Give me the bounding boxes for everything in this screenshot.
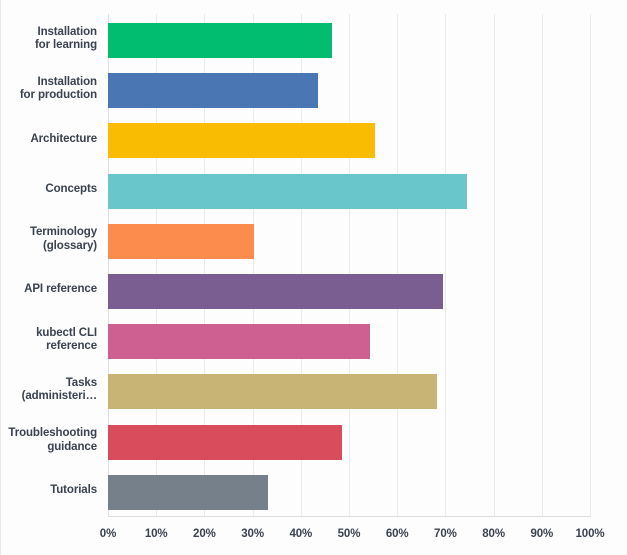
x-tick-label: 0% [99, 528, 117, 540]
category-label: API reference [24, 283, 97, 296]
gridline-50pct [349, 14, 350, 516]
bar[interactable] [108, 424, 342, 460]
category-label: Architecture [30, 132, 97, 145]
bar[interactable] [108, 73, 318, 109]
bar-row [108, 215, 590, 265]
x-tick-label: 50% [337, 528, 361, 540]
x-axis-line [108, 516, 591, 517]
x-tick-label: 100% [575, 528, 605, 540]
bar-row [108, 315, 590, 365]
bar-row [108, 265, 590, 315]
x-tick-label: 70% [434, 528, 457, 540]
gridline-40pct [300, 14, 302, 516]
bar-row [108, 165, 590, 215]
gridline-90pct [541, 14, 543, 516]
category-label: Installation for learning [34, 25, 97, 52]
bar-row [108, 14, 590, 64]
bar-row [108, 466, 590, 516]
bar[interactable] [108, 223, 255, 259]
bar[interactable] [108, 123, 376, 159]
x-tick-label: 10% [144, 528, 168, 540]
bar[interactable] [108, 374, 438, 410]
gridline-70pct [445, 14, 447, 516]
bar-row [108, 114, 590, 164]
gridline-100pct [590, 14, 591, 516]
bar[interactable] [108, 324, 371, 360]
bar[interactable] [108, 173, 468, 209]
bar-row [108, 365, 590, 415]
gridline-30pct [252, 14, 254, 516]
bar-row [108, 416, 590, 466]
x-tick-label: 30% [241, 528, 264, 540]
plot-area [108, 14, 591, 516]
bar[interactable] [108, 23, 333, 58]
category-label: Installation for production [19, 75, 97, 102]
x-axis-tick-labels: 0% 10% 20% 30% 40% 50% 60% 70% 80% 90% 100% [1, 528, 627, 548]
bar[interactable] [108, 474, 269, 510]
gridline-10pct [156, 14, 158, 516]
category-label: Tasks (administeri… [21, 376, 97, 403]
category-label: kubectl CLI reference [36, 326, 97, 353]
bar-row [108, 64, 590, 114]
bar[interactable] [108, 274, 443, 309]
category-label: Tutorials [50, 484, 97, 497]
category-label: Concepts [45, 182, 97, 195]
x-tick-label: 90% [530, 528, 554, 540]
x-tick-label: 80% [482, 528, 505, 540]
gridline-60pct [397, 14, 399, 516]
gridline-20pct [204, 14, 206, 516]
category-label: Troubleshooting guidance [8, 427, 97, 453]
gridline-0pct [108, 14, 109, 516]
category-label: Terminology (glossary) [29, 226, 97, 252]
x-tick-label: 60% [385, 528, 409, 540]
x-tick-label: 40% [289, 528, 313, 540]
gridline-80pct [493, 14, 495, 516]
x-tick-label: 20% [193, 528, 216, 540]
